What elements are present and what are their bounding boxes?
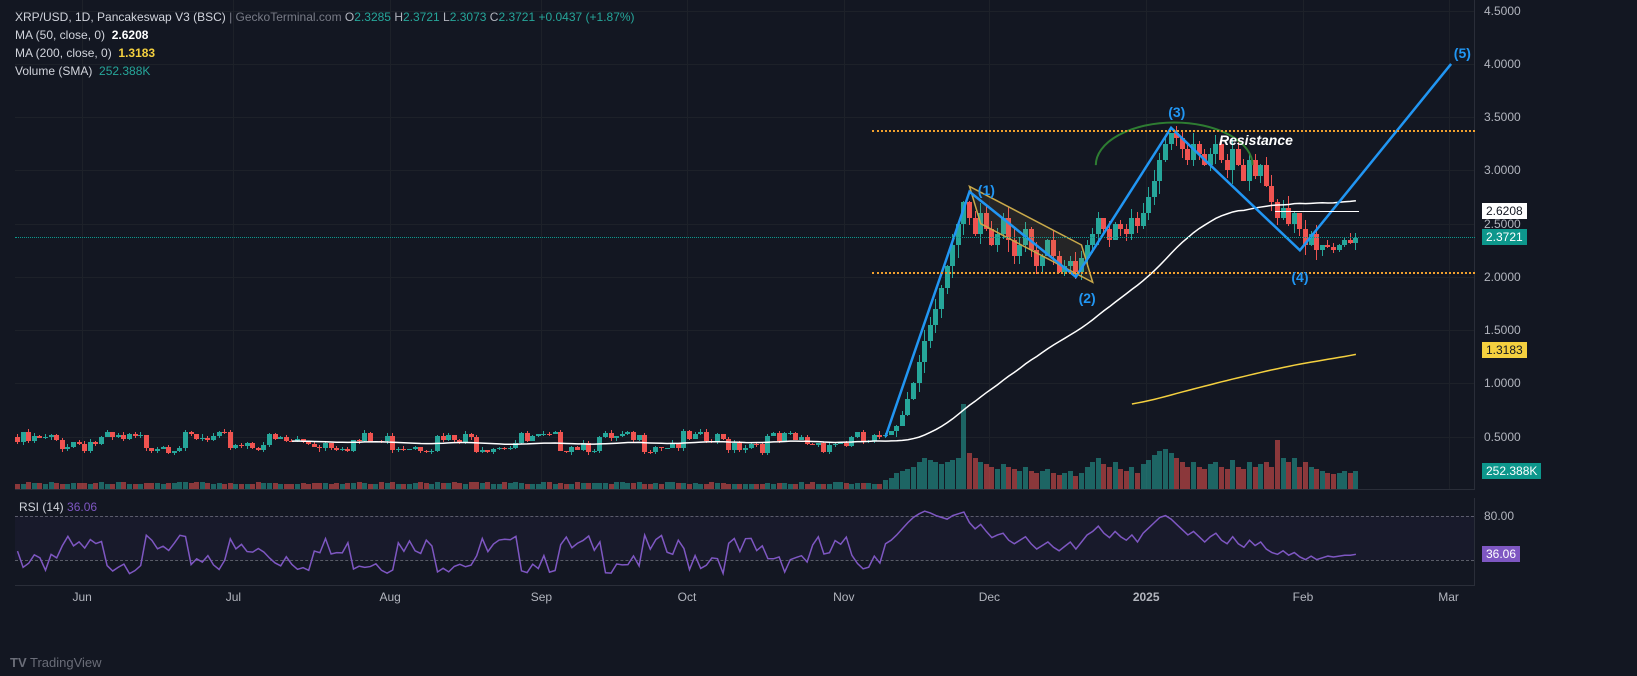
ma200-value: 1.3183 <box>118 46 155 60</box>
wave-label: (4) <box>1291 269 1308 285</box>
symbol-label: XRP/USD, 1D, Pancakeswap V3 (BSC) <box>15 10 226 24</box>
volume-value: 252.388K <box>99 64 150 78</box>
ma50-value: 2.6208 <box>112 28 149 42</box>
ma200-label: MA (200, close, 0) <box>15 46 112 60</box>
rsi-label: RSI (14) <box>19 500 64 514</box>
rsi-panel[interactable]: RSI (14) 36.06 <box>15 498 1475 586</box>
tradingview-logo: TV TradingView <box>10 655 102 670</box>
rsi-axis: 80.0036.06 <box>1480 498 1550 586</box>
ma50-label: MA (50, close, 0) <box>15 28 105 42</box>
volume-label: Volume (SMA) <box>15 64 92 78</box>
wave-label: (1) <box>978 182 995 198</box>
chart-legend: XRP/USD, 1D, Pancakeswap V3 (BSC) | Geck… <box>15 8 635 80</box>
wave-label: (2) <box>1079 290 1096 306</box>
source-label: GeckoTerminal.com <box>236 10 342 24</box>
price-axis: 0.50001.00001.50002.00002.50003.00003.50… <box>1480 0 1550 490</box>
ohlc-values: O2.3285 H2.3721 L2.3073 C2.3721 +0.0437 … <box>345 10 635 24</box>
resistance-label: Resistance <box>1219 132 1293 148</box>
wave-label: (5) <box>1454 45 1471 61</box>
symbol-row: XRP/USD, 1D, Pancakeswap V3 (BSC) | Geck… <box>15 8 635 26</box>
rsi-value: 36.06 <box>67 500 97 514</box>
wave-label: (3) <box>1168 104 1185 120</box>
